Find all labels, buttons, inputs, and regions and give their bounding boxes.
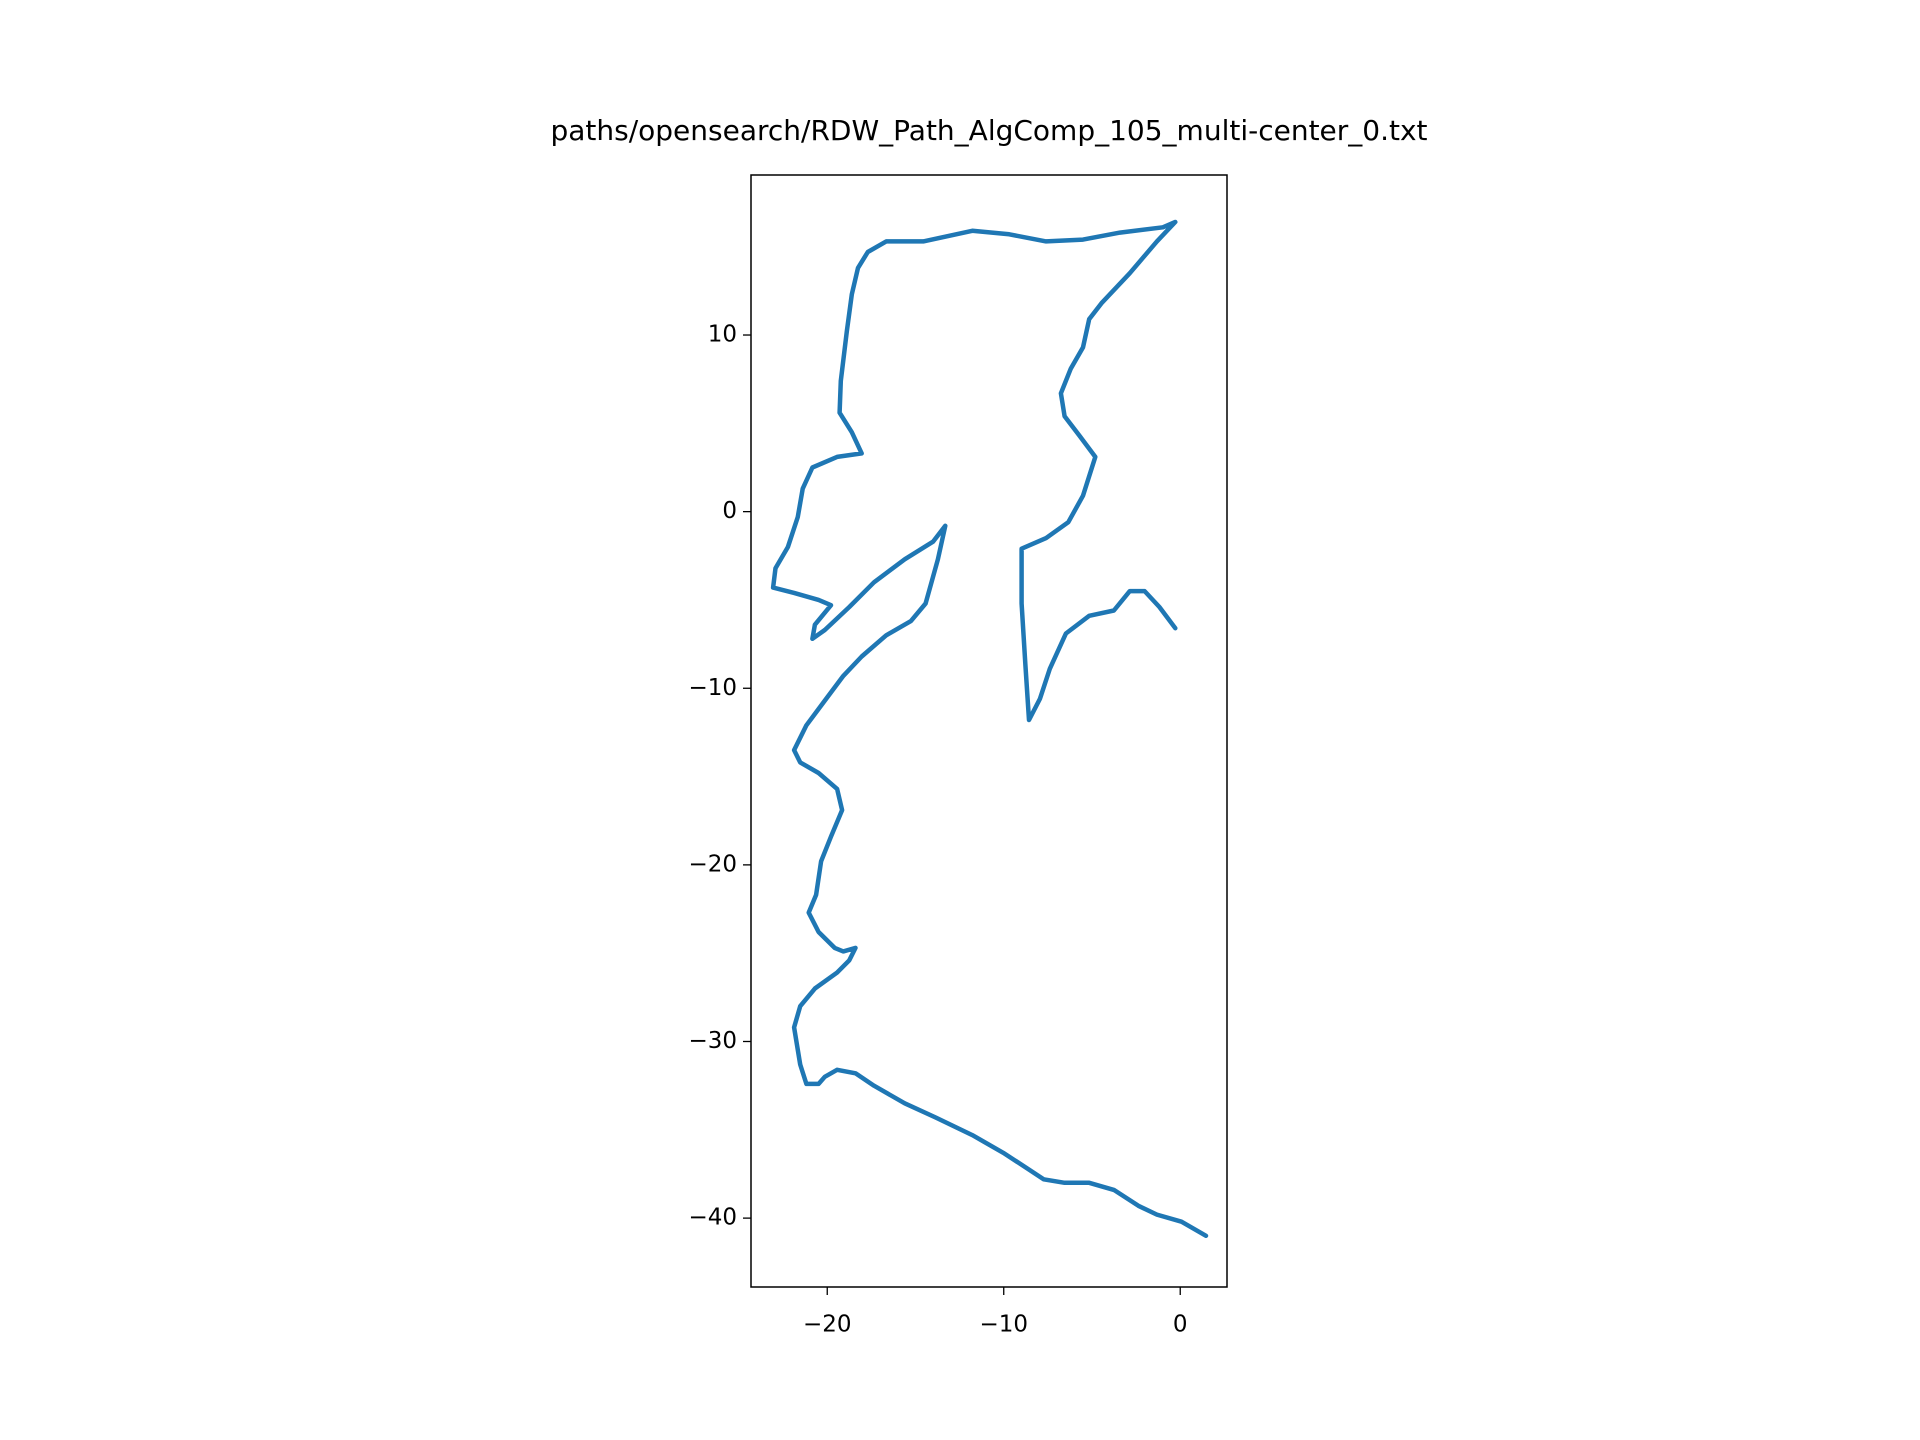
y-tick-label: −40 — [688, 1205, 737, 1231]
path-line — [770, 219, 1209, 1239]
x-tick-label: −20 — [803, 1312, 852, 1338]
x-tick-label: −10 — [979, 1312, 1028, 1338]
y-tick-label: 10 — [708, 322, 737, 348]
chart-title: paths/opensearch/RDW_Path_AlgComp_105_mu… — [550, 114, 1427, 147]
y-tick-label: −20 — [688, 851, 737, 877]
x-tick-label: 0 — [1173, 1312, 1188, 1338]
y-tick-label: −10 — [688, 675, 737, 701]
y-tick-label: −30 — [688, 1028, 737, 1054]
y-tick-label: 0 — [722, 498, 737, 524]
axes-frame — [750, 174, 1228, 1288]
